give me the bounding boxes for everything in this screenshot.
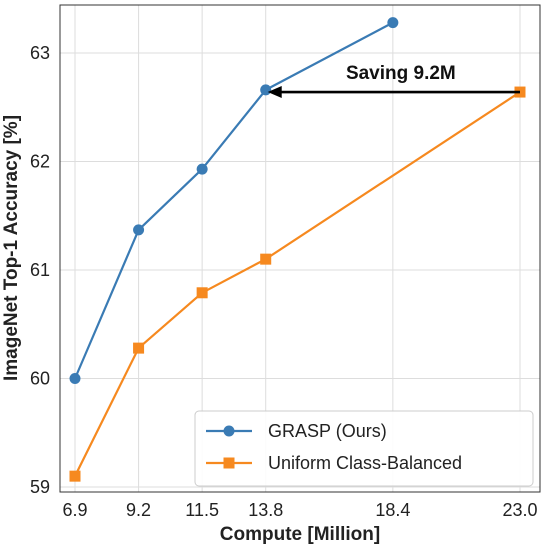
x-tick-label: 23.0 (502, 500, 537, 520)
x-tick-label: 18.4 (375, 500, 410, 520)
y-tick-label: 60 (30, 369, 50, 389)
annotation-layer: Saving 9.2M (267, 63, 520, 99)
x-tick-label: 9.2 (126, 500, 151, 520)
x-tick-label: 6.9 (62, 500, 87, 520)
data-point (196, 287, 208, 299)
data-point (69, 470, 81, 482)
legend-marker-0 (223, 425, 235, 437)
y-tick-label: 62 (30, 152, 50, 172)
data-point (260, 253, 272, 265)
data-point (260, 84, 272, 96)
data-point (69, 373, 81, 384)
plot-frame (59, 4, 541, 493)
y-tick-label: 63 (30, 43, 50, 63)
legend-label-1: Uniform Class-Balanced (268, 453, 462, 473)
annotation-arrowhead (267, 86, 282, 99)
annotation-text: Saving 9.2M (346, 63, 456, 84)
tick-labels: 6.9 9.2 11.5 13.8 18.4 23.0 59 60 61 62 63 (30, 43, 538, 520)
x-tick-label: 13.8 (248, 500, 283, 520)
data-point (387, 17, 399, 29)
legend-box (194, 410, 534, 487)
y-tick-label: 59 (30, 477, 50, 497)
x-axis-title: Compute [Million] (220, 524, 380, 545)
legend-marker-1 (223, 457, 235, 469)
series-layer (69, 17, 526, 482)
grid (60, 5, 540, 492)
x-tick-label: 11.5 (185, 500, 219, 520)
data-point (133, 224, 145, 236)
data-point (196, 163, 208, 175)
y-axis-title: ImageNet Top-1 Accuracy [%] (1, 115, 22, 381)
y-tick-label: 61 (30, 260, 50, 280)
legend: GRASP (Ours) Uniform Class-Balanced (194, 410, 534, 487)
data-point (133, 342, 145, 354)
legend-label-0: GRASP (Ours) (268, 421, 387, 441)
